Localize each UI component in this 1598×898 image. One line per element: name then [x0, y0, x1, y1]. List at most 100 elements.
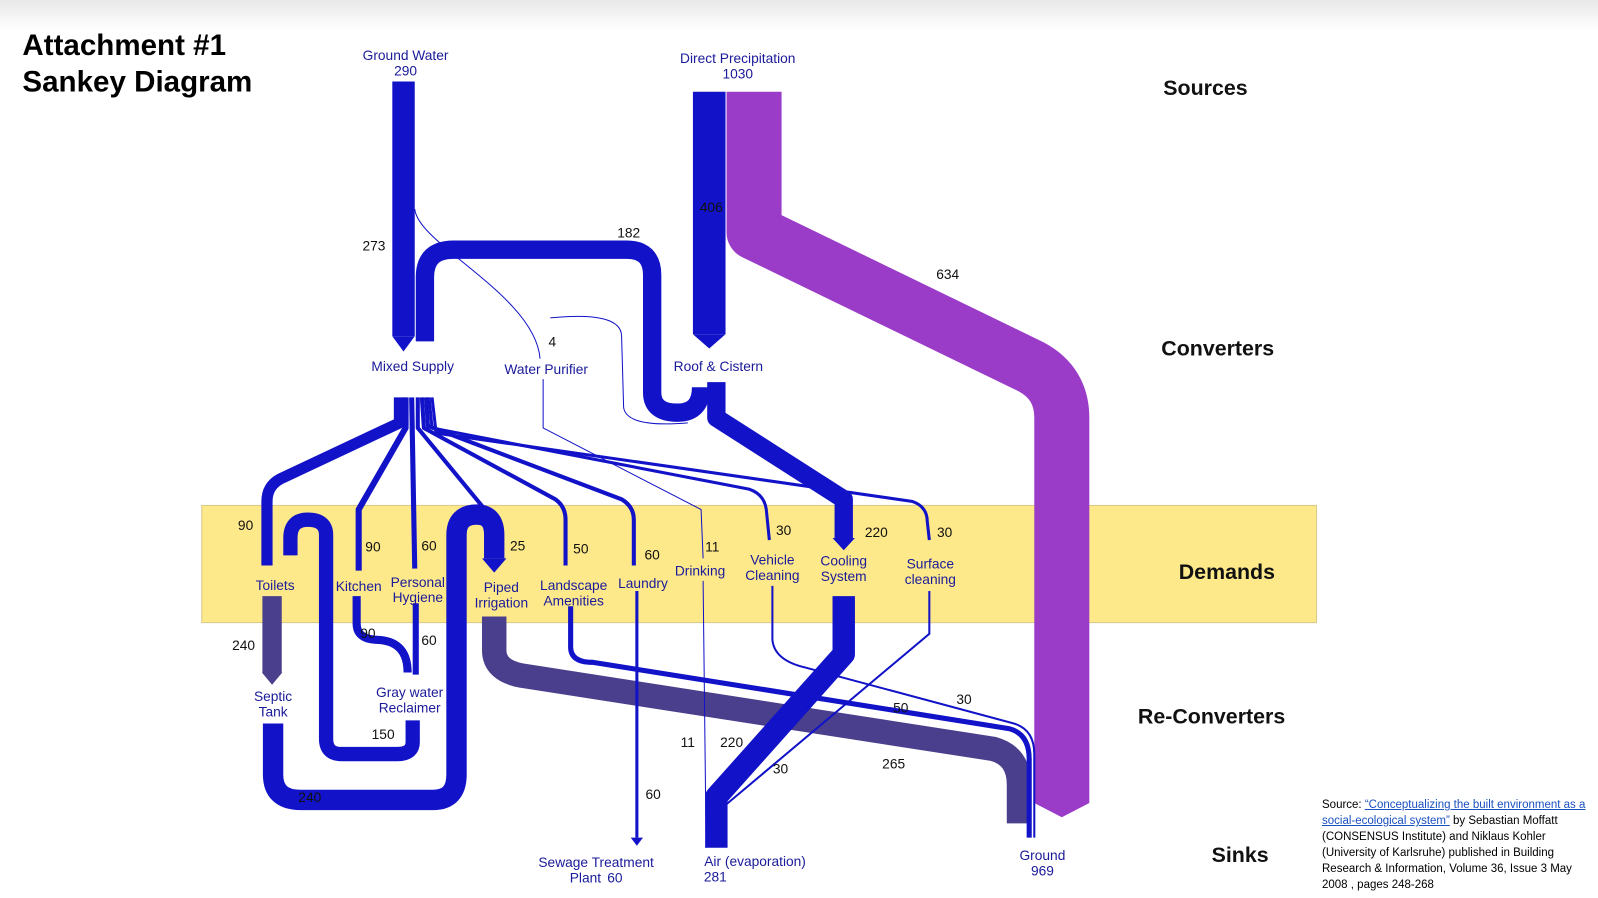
flow-label: 90: [365, 539, 381, 554]
flow: [409, 397, 418, 569]
flow: [262, 504, 505, 811]
flow-label: 30: [937, 525, 953, 540]
flow-label: 265: [882, 756, 905, 771]
flow-label: 220: [865, 525, 888, 540]
flow: [726, 91, 1090, 803]
node-label: Gray water: [376, 685, 444, 700]
flow-label: 30: [776, 523, 792, 538]
node-value: 60: [607, 870, 623, 885]
flow-label: 60: [646, 787, 662, 802]
node-label: System: [821, 569, 867, 584]
flow: [352, 596, 412, 673]
node-label: Mixed Supply: [371, 359, 454, 374]
level-label: Sinks: [1212, 843, 1269, 867]
node-value: 281: [704, 869, 727, 884]
flow: [419, 397, 568, 566]
flow-label: 90: [360, 626, 376, 641]
flow-label: 4: [548, 334, 556, 349]
flow-label: 220: [720, 735, 743, 750]
node-label: Plant: [570, 870, 602, 885]
flow: [550, 315, 688, 425]
node-label: Laundry: [618, 576, 668, 591]
arrow: [630, 837, 643, 846]
node-label: Water Purifier: [504, 362, 588, 377]
node-label: Personal: [391, 575, 445, 590]
flow: [705, 596, 855, 848]
flow-label: 182: [617, 225, 640, 240]
node-label: Reclaimer: [379, 700, 441, 715]
node-label: Sewage Treatment: [538, 855, 654, 870]
flow-label: 240: [298, 790, 321, 805]
flow-label: 90: [238, 518, 254, 533]
arrow: [1034, 802, 1090, 818]
flow: [724, 591, 931, 806]
arrow: [261, 672, 283, 685]
node-label: Landscape: [540, 578, 608, 593]
node-label: Air (evaporation): [704, 854, 806, 869]
flow-label: 634: [936, 267, 959, 282]
node-label: Cleaning: [745, 568, 799, 583]
node-value: 1030: [722, 66, 753, 81]
flow-label: 50: [893, 700, 909, 715]
flow: [430, 397, 931, 541]
source-note: Source: “Conceptualizing the built envir…: [1322, 797, 1592, 893]
demands-band: [201, 504, 1318, 624]
node-label: Piped: [484, 580, 519, 595]
node-label: Cooling: [820, 554, 867, 569]
flow: [355, 397, 409, 571]
node-value: 969: [1031, 863, 1054, 878]
source-rest: by Sebastian Moffatt (CONSENSUS Institut…: [1322, 815, 1572, 891]
flow-label: 30: [773, 761, 789, 776]
node-label: Toilets: [256, 578, 295, 593]
title: Attachment #1: [22, 29, 226, 62]
level-label: Demands: [1179, 560, 1275, 584]
flow-label: 50: [573, 541, 589, 556]
flow: [414, 208, 541, 359]
node-label: Septic: [254, 689, 292, 704]
flow-label: 150: [372, 727, 395, 742]
flow-label: 30: [956, 692, 972, 707]
level-label: Re-Converters: [1138, 704, 1285, 728]
node-label: cleaning: [905, 572, 956, 587]
node-label: Amenities: [544, 593, 604, 608]
node-label: Hygiene: [393, 590, 444, 605]
flow: [415, 240, 711, 422]
title: Sankey Diagram: [22, 66, 252, 99]
node-label: Irrigation: [475, 595, 529, 610]
flow-label: 11: [681, 735, 695, 750]
node-label: Drinking: [675, 564, 725, 579]
flow: [481, 616, 1032, 824]
flow: [427, 397, 771, 541]
flow: [702, 580, 707, 848]
arrow: [481, 558, 507, 573]
flow-label: 60: [421, 538, 437, 553]
arrow: [692, 334, 726, 349]
node-label: Plant 60: [570, 870, 623, 885]
flow-label: 25: [510, 538, 526, 553]
node-label: Direct Precipitation: [680, 51, 795, 66]
node-label: Surface: [907, 557, 955, 572]
node-value: 290: [394, 63, 417, 78]
source-prefix: Source:: [1322, 799, 1365, 811]
flow-label: 60: [421, 633, 437, 648]
arrow: [392, 336, 415, 352]
source-link[interactable]: “Conceptualizing the built environment a…: [1322, 799, 1586, 827]
flow-label: 240: [232, 638, 255, 653]
flow: [423, 397, 636, 566]
level-label: Sources: [1163, 76, 1247, 100]
flow: [542, 379, 704, 559]
node-label: Ground: [1019, 848, 1065, 863]
flow-label: 273: [362, 239, 385, 254]
flow: [261, 397, 406, 566]
flow-label: 60: [645, 547, 661, 562]
node-label: Vehicle: [750, 553, 795, 568]
flow: [707, 382, 853, 539]
node-label: Ground Water: [363, 48, 449, 63]
flow-label: 406: [700, 200, 723, 215]
node-label: Roof & Cistern: [674, 359, 763, 374]
flow: [283, 512, 420, 762]
flow: [771, 585, 1036, 838]
node-label: Tank: [259, 704, 288, 719]
arrow: [832, 538, 855, 551]
